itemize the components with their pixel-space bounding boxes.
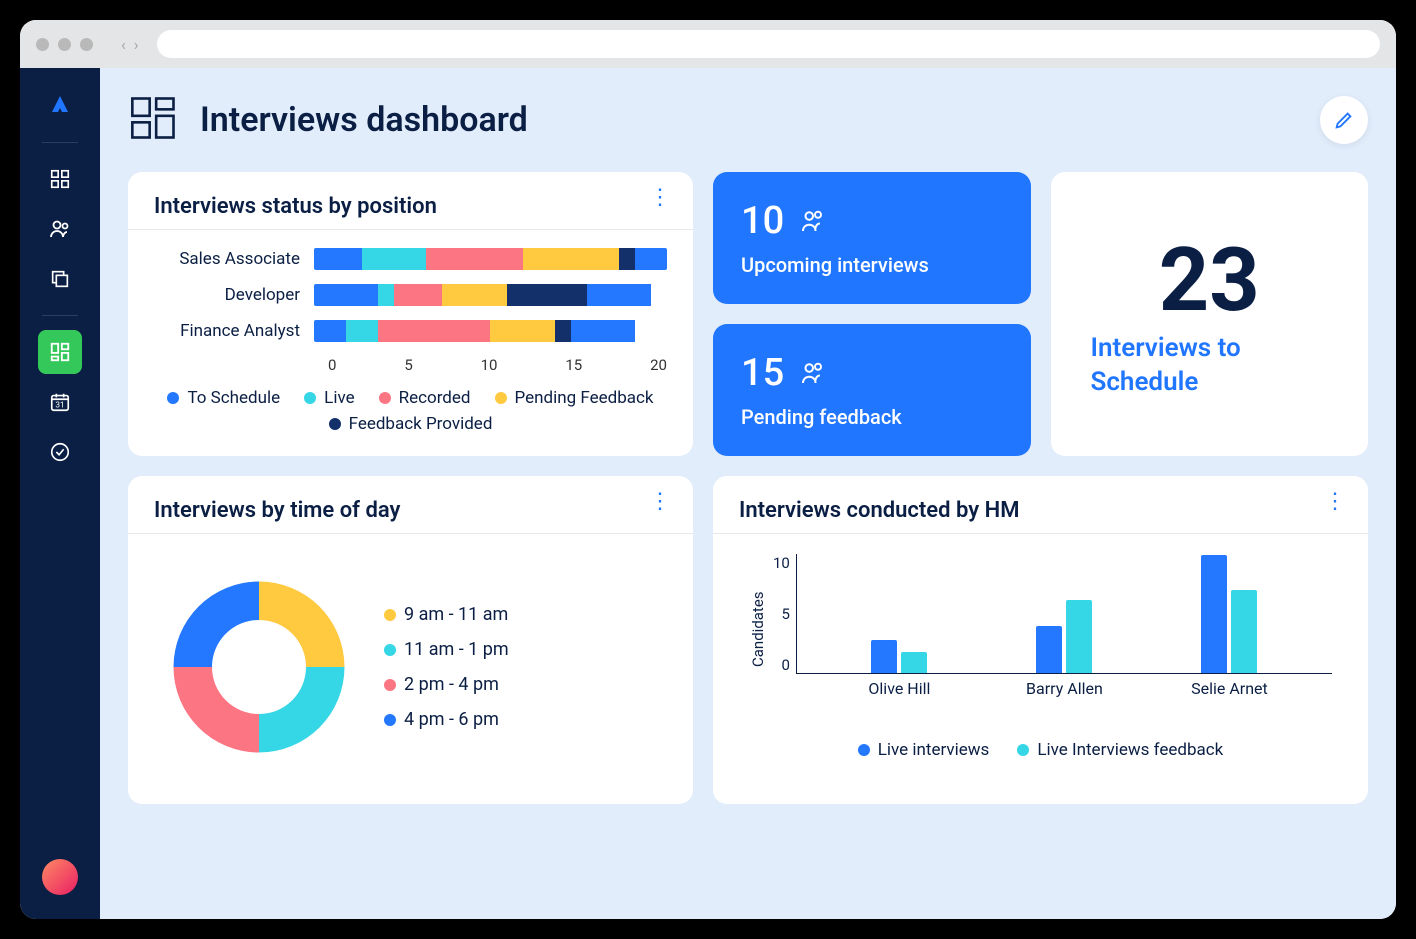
dashboard-icon[interactable] [38, 330, 82, 374]
time-card: ⋮ Interviews by time of day 9 am - 11 am… [128, 476, 693, 804]
legend-item: Feedback Provided [329, 414, 493, 434]
bar-x-label: Barry Allen [1026, 679, 1103, 698]
traffic-lights [36, 38, 93, 51]
upcoming-card[interactable]: 10 Upcoming interviews [713, 172, 1031, 304]
status-card: ⋮ Interviews status by position Sales As… [128, 172, 693, 456]
grid-icon[interactable] [38, 157, 82, 201]
sidebar: 31 [20, 68, 100, 919]
bar-group: Selie Arnet [1201, 555, 1257, 673]
stacked-bar-label: Finance Analyst [154, 321, 314, 341]
stats-grid: 10 Upcoming interviews 23 Interviews to … [713, 172, 1368, 456]
legend-item: Live Interviews feedback [1017, 740, 1223, 760]
people-icon [798, 358, 828, 388]
avatar[interactable] [42, 859, 78, 895]
more-icon[interactable]: ⋮ [649, 194, 671, 202]
legend-item: Pending Feedback [495, 388, 654, 408]
hm-card: ⋮ Interviews conducted by HM Candidates … [713, 476, 1368, 804]
status-chart: Sales Associate Developer Finance Analyst [154, 248, 667, 342]
time-card-title: Interviews by time of day [154, 498, 667, 523]
pending-label: Pending feedback [741, 405, 1003, 429]
copy-icon[interactable] [38, 257, 82, 301]
legend-item: 9 am - 11 am [384, 604, 509, 625]
main-content: Interviews dashboard ⋮ Interviews status… [100, 68, 1396, 919]
stacked-bar-label: Sales Associate [154, 249, 314, 269]
nav-arrows[interactable]: ‹ › [121, 35, 141, 54]
schedule-label: Interviews to Schedule [1071, 332, 1349, 400]
bar-group: Barry Allen [1036, 600, 1092, 673]
calendar-icon[interactable]: 31 [38, 380, 82, 424]
logo-icon[interactable] [38, 84, 82, 128]
schedule-card[interactable]: 23 Interviews to Schedule [1051, 172, 1369, 456]
bar-x-label: Selie Arnet [1191, 679, 1268, 698]
stacked-bar-label: Developer [154, 285, 314, 305]
more-icon[interactable]: ⋮ [649, 498, 671, 506]
page-header: Interviews dashboard [128, 92, 1368, 148]
pending-value: 15 [741, 351, 784, 395]
app-window: ‹ › 31 [20, 20, 1396, 919]
hm-y-ticks: 1050 [767, 554, 796, 674]
titlebar: ‹ › [20, 20, 1396, 68]
schedule-value: 23 [1159, 229, 1260, 332]
check-icon[interactable] [38, 430, 82, 474]
pending-card[interactable]: 15 Pending feedback [713, 324, 1031, 456]
svg-text:31: 31 [55, 401, 64, 411]
status-card-title: Interviews status by position [154, 194, 667, 219]
people-icon [798, 206, 828, 236]
legend-item: Live interviews [858, 740, 990, 760]
dashboard-header-icon [128, 92, 180, 148]
page-title: Interviews dashboard [200, 100, 1300, 140]
bar-group: Olive Hill [871, 640, 927, 673]
legend-item: 2 pm - 4 pm [384, 674, 509, 695]
upcoming-label: Upcoming interviews [741, 253, 1003, 277]
legend-item: 11 am - 1 pm [384, 639, 509, 660]
bar-x-label: Olive Hill [868, 679, 930, 698]
url-bar[interactable] [157, 30, 1380, 58]
donut-chart [164, 572, 354, 762]
more-icon[interactable]: ⋮ [1324, 498, 1346, 506]
edit-button[interactable] [1320, 96, 1368, 144]
legend-item: Live [304, 388, 354, 408]
legend-item: To Schedule [167, 388, 280, 408]
people-icon[interactable] [38, 207, 82, 251]
upcoming-value: 10 [741, 199, 784, 243]
y-axis-label: Candidates [749, 554, 767, 704]
legend-item: 4 pm - 6 pm [384, 709, 509, 730]
donut-legend: 9 am - 11 am 11 am - 1 pm 2 pm - 4 pm 4 pm … [384, 604, 509, 730]
legend-item: Recorded [379, 388, 471, 408]
hm-bar-chart: Olive Hill Barry Allen Selie Arnet [796, 554, 1332, 674]
status-x-axis: 05101520 [328, 356, 667, 374]
status-legend: To Schedule Live Recorded Pending FeedbackF… [154, 388, 667, 434]
hm-card-title: Interviews conducted by HM [739, 498, 1342, 523]
hm-legend: Live interviews Live Interviews feedback [739, 740, 1342, 760]
